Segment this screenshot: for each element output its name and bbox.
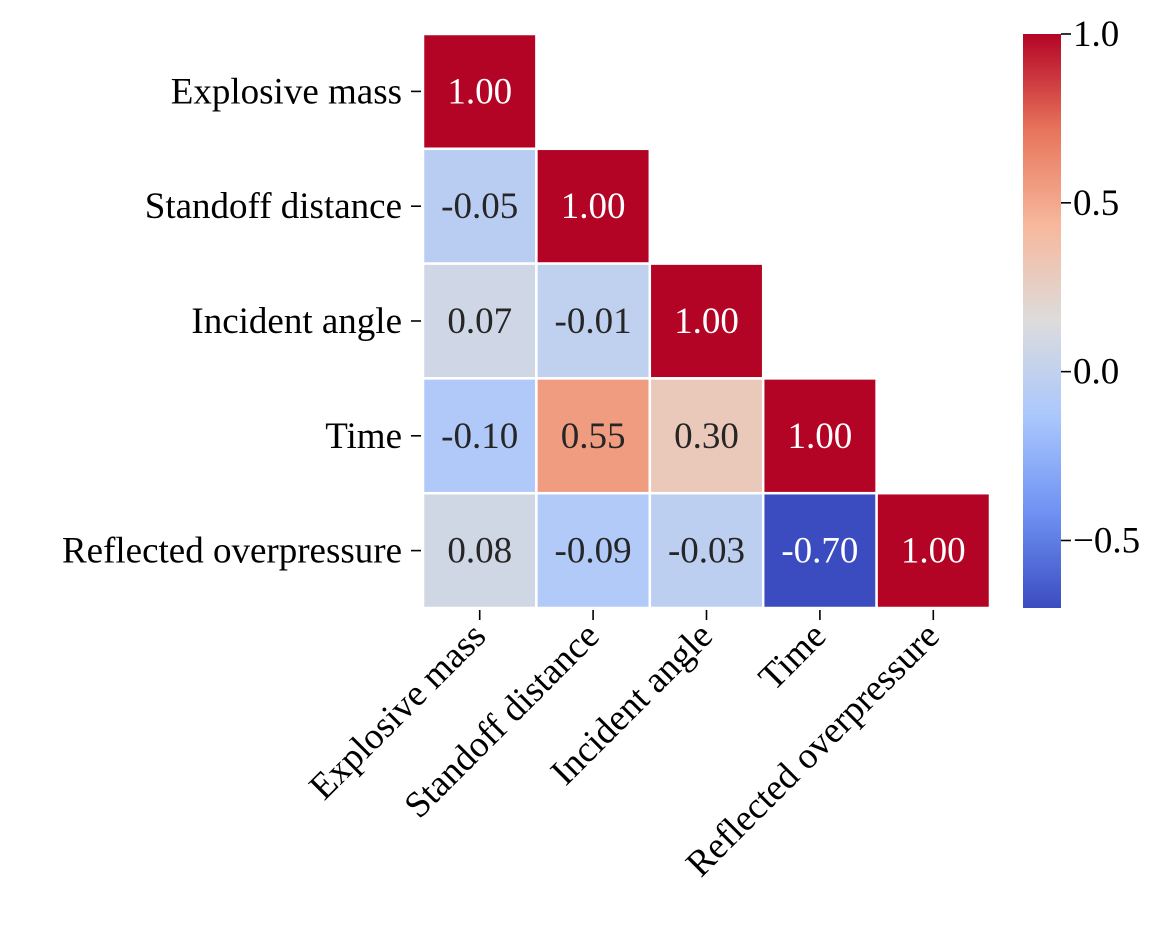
cell-value-label: -0.10 (441, 416, 518, 457)
colorbar-gradient (1023, 34, 1061, 608)
heatmap-cell-reflected-overpressure-time (761, 491, 878, 610)
cell-value-label: 0.08 (447, 531, 512, 572)
column-label-time: Time (751, 615, 834, 698)
cell-value-label: -0.01 (555, 301, 632, 342)
heatmap-cell-reflected-overpressure-standoff-distance (535, 491, 652, 610)
colorbar-tick-label: 1.0 (1073, 14, 1119, 55)
cell-value-label: -0.09 (555, 531, 632, 572)
cell-value-label: -0.05 (441, 186, 518, 227)
heatmap-cell-reflected-overpressure-incident-angle (648, 491, 765, 610)
colorbar-tick-label: 0.5 (1073, 183, 1119, 224)
row-labels: Explosive mass Standoff distance Incident … (62, 71, 421, 572)
heatmap-cell-explosive-mass-explosive-mass (421, 32, 538, 151)
heatmap-cell-standoff-distance-explosive-mass (421, 147, 538, 265)
heatmap-cell-incident-angle-incident-angle (648, 262, 765, 380)
cell-value-label: 1.00 (674, 301, 739, 342)
cell-value-label: 1.00 (561, 186, 626, 227)
cell-value-label: 1.00 (447, 71, 512, 112)
cell-value-label: 0.55 (561, 416, 626, 457)
row-label-incident-angle: Incident angle (191, 301, 402, 342)
heatmap-cell-time-standoff-distance (535, 377, 652, 495)
row-label-explosive-mass: Explosive mass (171, 71, 402, 112)
cell-value-label: 1.00 (901, 531, 966, 572)
cell-value-label: 1.00 (788, 416, 853, 457)
cell-value-label: -0.70 (781, 531, 858, 572)
row-label-reflected-overpressure: Reflected overpressure (62, 531, 402, 572)
column-label-standoff-distance: Standoff distance (397, 615, 608, 826)
cell-value-label: 0.07 (447, 301, 512, 342)
heatmap-cell-time-time (761, 377, 878, 495)
heatmap-cells: 1.00 -0.05 1.00 0.07 -0.01 1.00 -0.10 0.55 0.30 1… (421, 32, 992, 610)
cell-value-label: 0.30 (674, 416, 739, 457)
row-label-time: Time (325, 416, 402, 457)
colorbar-ticks: −0.5 0.0 0.5 1.0 (1061, 14, 1140, 561)
colorbar: −0.5 0.0 0.5 1.0 (1023, 14, 1140, 608)
heatmap-cell-reflected-overpressure-reflected-overpressure (875, 491, 992, 610)
colorbar-tick-label: 0.0 (1073, 352, 1119, 393)
row-label-standoff-distance: Standoff distance (145, 186, 402, 227)
colorbar-tick-label: −0.5 (1073, 520, 1140, 561)
cell-value-label: -0.03 (668, 531, 745, 572)
